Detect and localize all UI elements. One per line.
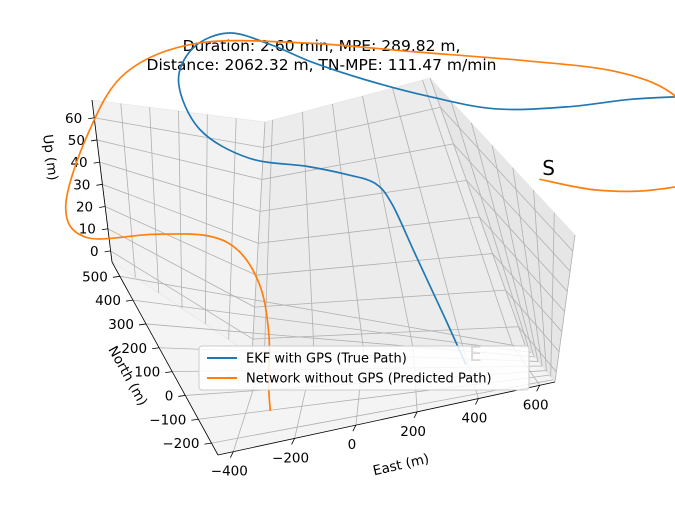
x-gridline-wall-2 [332,103,365,351]
legend-box [198,345,530,391]
z-gridline-back-3 [258,216,480,244]
tick-labels: −400−2000200400600−200−10001002003004005… [65,111,549,480]
x-axis-line [217,381,556,456]
y-tick-mark-6 [125,299,133,302]
annotation-s-marker: S [542,156,555,180]
z-tick-mark-5 [90,139,97,142]
y-axis-line [111,261,219,456]
y-tick-mark-5 [138,323,147,326]
z-gridline-back-0 [252,326,519,340]
x-gridline-wall-5 [422,79,513,346]
left-pane-vertical-1 [120,103,136,278]
z-gridline-right-4 [466,180,568,292]
z-gridline-right-0 [518,326,557,373]
x-tick-mark-1 [291,438,295,445]
legend-label-1: Network without GPS (Predicted Path) [246,372,492,387]
left-pane-vertical-3 [178,110,183,309]
x-gridline-wall-3 [362,95,414,350]
right-pane-vertical-3 [491,145,539,361]
y-tick-label-1: −100 [149,412,186,428]
z-tick-label-6: 60 [65,111,82,127]
y-tick-label-2: 0 [165,388,174,404]
x-tick-label-1: −200 [272,450,309,466]
z-gridline-back-5 [261,143,454,180]
z-gridline-back-6 [263,106,441,148]
axis-lines [91,99,556,456]
z-tick-label-1: 10 [79,222,96,238]
y-tick-label-6: 400 [95,293,121,309]
y-tick-mark-0 [204,442,212,445]
right-pane-vertical-6 [550,212,555,377]
y-tick-label-4: 200 [121,341,147,357]
z-gridline-right-5 [453,143,571,272]
x-tick-mark-4 [475,398,479,405]
y-tick-mark-1 [191,418,199,421]
x-tick-label-5: 600 [523,397,549,413]
z-tick-label-0: 0 [90,244,99,260]
legend-label-0: EKF with GPS (True Path) [246,352,407,367]
left-pane-vertical-5 [228,118,237,340]
z-tick-mark-4 [93,161,100,164]
right-pane-vertical-5 [533,190,547,372]
y-tick-label-3: 100 [134,365,160,381]
x-gridline-wall-0 [264,119,273,355]
z-tick-mark-0 [104,250,111,253]
y-tick-label-7: 500 [82,269,108,285]
right-pane-vertical-0 [429,77,526,346]
left-pane-vertical-2 [149,107,160,294]
x-tick-mark-3 [413,411,418,419]
y-gridline-floor-6 [132,299,531,353]
z-gridline-right-6 [440,106,574,252]
x-tick-label-2: 0 [348,437,357,453]
z-tick-label-2: 20 [76,200,93,216]
left-pane-vertical-4 [204,114,208,325]
x-tick-label-0: −400 [211,464,248,480]
y-tick-mark-2 [178,395,186,397]
y-gridline-floor-7 [119,275,528,349]
z-gridline-right-2 [492,253,563,332]
x-tick-mark-5 [536,385,541,392]
y-tick-label-5: 300 [108,317,134,333]
right-pane-vertical-7 [554,234,576,383]
legend: EKF with GPS (True Path) Network without… [198,345,530,391]
z-tick-mark-2 [99,206,106,208]
y-tick-mark-4 [152,347,160,350]
z-tick-label-5: 50 [68,133,85,149]
z-tick-mark-3 [96,183,103,186]
z-axis-label: Up (m) [39,133,61,181]
z-gridline-back-4 [259,180,467,212]
z-gridline-back-2 [256,253,493,276]
z-tick-mark-6 [88,117,95,120]
x-tick-label-3: 200 [400,424,426,440]
z-gridline-right-3 [479,216,565,312]
x-axis-label: East (m) [371,451,430,479]
x-tick-label-4: 400 [462,411,488,427]
z-axis-line [91,99,113,263]
series-line-0 [177,32,675,366]
right-pane-vertical-2 [471,122,534,356]
series-lines [64,32,675,412]
z-gridline-right-1 [505,289,560,353]
y-tick-mark-7 [112,275,120,278]
x-tick-mark-0 [229,451,234,458]
z-tick-mark-1 [101,228,108,231]
y-tick-mark-3 [165,371,173,374]
series-line-1 [64,39,675,412]
z-gridline-back-1 [254,289,506,308]
right-pane-vertical-1 [450,100,530,351]
z-tick-label-3: 30 [73,177,90,193]
right-pane-vertical-4 [512,167,543,367]
x-gridline-wall-4 [392,87,464,348]
x-tick-mark-2 [352,424,357,432]
x-gridline-wall-1 [302,111,315,353]
y-tick-label-0: −200 [162,436,199,452]
